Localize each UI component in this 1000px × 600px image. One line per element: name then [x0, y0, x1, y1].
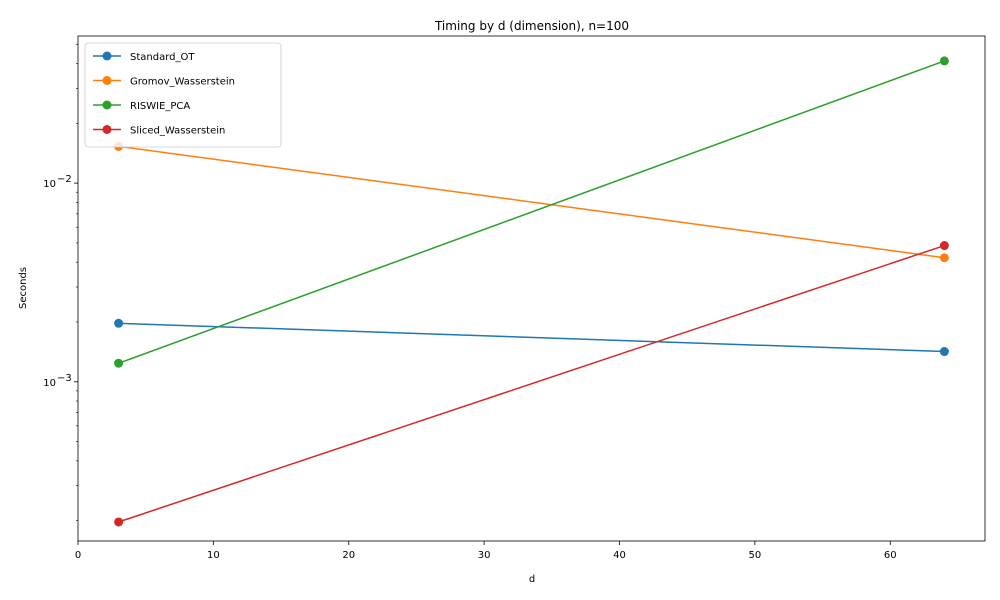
x-tick-label: 30	[478, 550, 491, 561]
axes-border	[77, 35, 986, 542]
series-layer	[114, 56, 949, 527]
y-axis-ticks: 10−310−2	[43, 43, 78, 521]
legend-item: RISWIE_PCA	[93, 100, 190, 112]
y-tick-exponent: −2	[57, 174, 72, 185]
data-point	[114, 517, 124, 527]
legend-box	[84, 42, 282, 148]
data-point	[939, 56, 949, 66]
legend-marker	[102, 100, 112, 110]
series-Sliced_Wasserstein	[114, 241, 949, 527]
y-tick-label: 10	[43, 179, 56, 190]
x-tick-label: 20	[342, 550, 355, 561]
legend-marker	[102, 76, 112, 85]
x-tick-label: 0	[75, 550, 81, 561]
axes-frame	[77, 35, 986, 542]
legend-item: Gromov_Wasserstein	[93, 76, 235, 88]
x-tick-label: 50	[748, 550, 761, 561]
series-line	[118, 244, 945, 523]
series-Standard_OT	[114, 318, 949, 357]
y-tick-label: 10	[43, 378, 56, 389]
y-axis-label: Seconds	[18, 267, 29, 309]
x-tick-label: 60	[884, 550, 897, 561]
data-point	[939, 241, 949, 251]
legend-item: Standard_OT	[93, 51, 195, 63]
series-RISWIE_PCA	[114, 56, 949, 368]
series-line	[118, 322, 945, 353]
x-axis-label: d	[529, 574, 535, 585]
legend-label: RISWIE_PCA	[130, 101, 190, 112]
x-axis-ticks: 0 10 20 30 40 50 60	[75, 541, 897, 561]
data-point	[114, 318, 124, 328]
legend-marker	[102, 125, 112, 134]
x-tick-label: 10	[207, 550, 220, 561]
legend: Standard_OT Gromov_Wasserstein RISWIE_PCA S…	[84, 42, 282, 148]
data-point	[939, 347, 949, 357]
legend-marker	[102, 51, 112, 61]
series-line	[118, 60, 945, 364]
legend-label: Standard_OT	[130, 52, 195, 63]
data-point	[114, 358, 124, 368]
legend-label: Gromov_Wasserstein	[130, 77, 235, 88]
series-line	[118, 145, 945, 259]
legend-label: Sliced_Wasserstein	[130, 126, 225, 137]
legend-item: Sliced_Wasserstein	[93, 125, 225, 137]
data-point	[939, 253, 949, 263]
chart-title: Timing by d (dimension), n=100	[434, 19, 629, 33]
x-tick-label: 40	[613, 550, 626, 561]
y-tick-exponent: −3	[57, 373, 72, 384]
